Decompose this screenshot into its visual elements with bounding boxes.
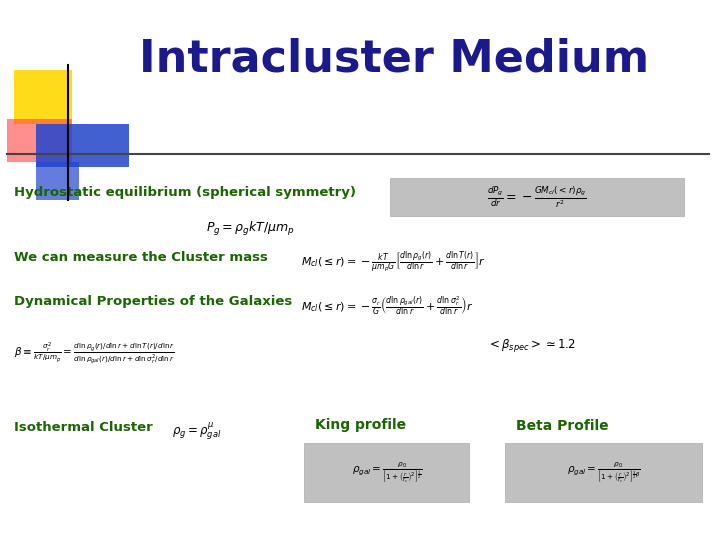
Text: Dynamical Properties of the Galaxies: Dynamical Properties of the Galaxies <box>14 295 292 308</box>
Text: $P_g = \rho_g kT/\mu m_p$: $P_g = \rho_g kT/\mu m_p$ <box>206 220 295 238</box>
FancyBboxPatch shape <box>505 443 702 502</box>
Text: $\beta \equiv \frac{\sigma_r^2}{kT/\mu m_p} = \frac{d\ln\rho_g(r)/d\ln r + d\ln : $\beta \equiv \frac{\sigma_r^2}{kT/\mu m… <box>14 340 176 366</box>
FancyBboxPatch shape <box>36 162 78 200</box>
FancyBboxPatch shape <box>305 443 469 502</box>
Text: $< \beta_{spec} > \simeq 1.2$: $< \beta_{spec} > \simeq 1.2$ <box>487 338 576 354</box>
FancyBboxPatch shape <box>7 119 71 162</box>
Text: Isothermal Cluster: Isothermal Cluster <box>14 421 153 434</box>
FancyBboxPatch shape <box>390 178 684 216</box>
Text: Intracluster Medium: Intracluster Medium <box>139 38 649 81</box>
Text: $\rho_{gal} = \frac{\rho_0}{\left[1+\left(\frac{r}{r_c}\right)^2\right]^{\frac{1: $\rho_{gal} = \frac{\rho_0}{\left[1+\lef… <box>351 460 422 485</box>
Text: $M_{cl}(\leq r) = -\frac{\sigma_r}{G}\left(\frac{d\ln\rho_{gal}(r)}{d\ln r} + \f: $M_{cl}(\leq r) = -\frac{\sigma_r}{G}\le… <box>301 294 473 317</box>
Text: We can measure the Cluster mass: We can measure the Cluster mass <box>14 251 268 264</box>
Text: Hydrostatic equilibrium (spherical symmetry): Hydrostatic equilibrium (spherical symme… <box>14 186 356 199</box>
Text: $\rho_g = \rho_{gal}^{\mu}$: $\rho_g = \rho_{gal}^{\mu}$ <box>172 420 221 442</box>
Text: King profile: King profile <box>315 418 406 433</box>
FancyBboxPatch shape <box>36 124 129 167</box>
Text: Beta Profile: Beta Profile <box>516 418 608 433</box>
Text: $M_{cl}(\leq r) = -\frac{kT}{\mu m_p G}\left[\frac{d\ln\rho_g(r)}{d\ln r} + \fra: $M_{cl}(\leq r) = -\frac{kT}{\mu m_p G}\… <box>301 249 485 275</box>
Text: $\frac{dP_g}{dr} = -\frac{GM_{cl}(<r)\rho_g}{r^2}$: $\frac{dP_g}{dr} = -\frac{GM_{cl}(<r)\rh… <box>487 184 587 210</box>
FancyBboxPatch shape <box>14 70 71 124</box>
Text: $\rho_{gal} = \frac{\rho_0}{\left[1+\left(\frac{r}{r_c}\right)^2\right]^{\frac{3: $\rho_{gal} = \frac{\rho_0}{\left[1+\lef… <box>567 460 640 485</box>
